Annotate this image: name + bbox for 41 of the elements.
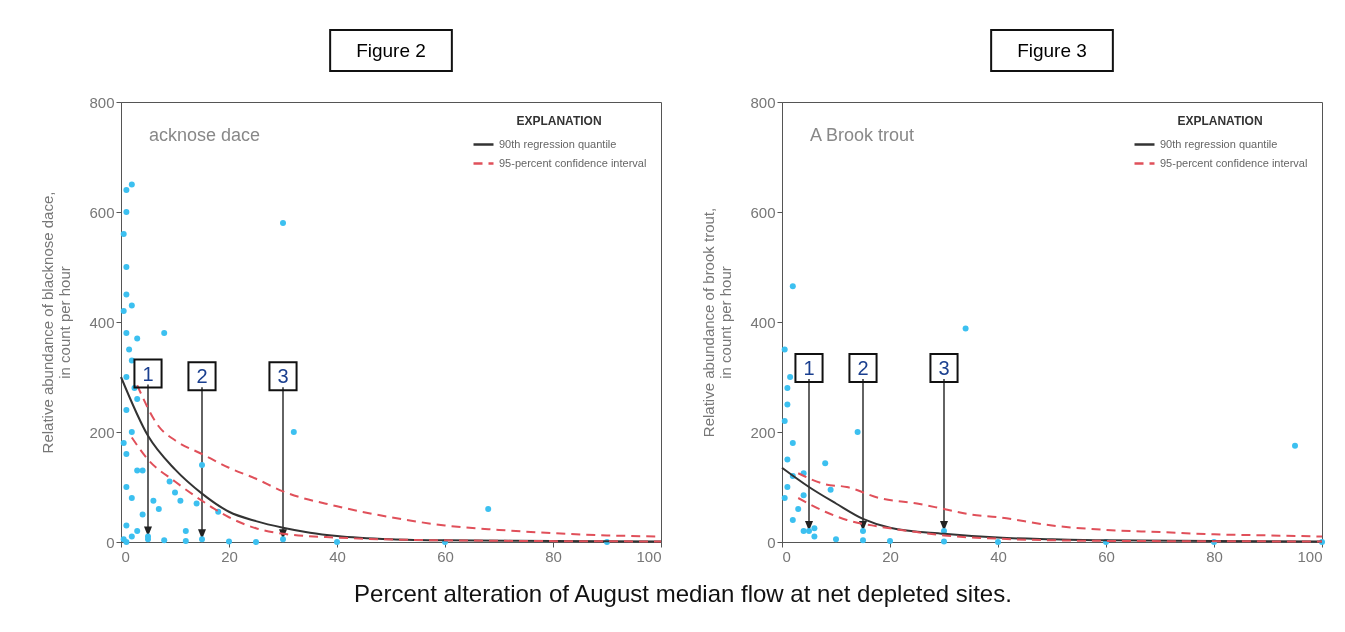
x-tick-label: 0	[121, 547, 130, 565]
y-tick-label: 800	[750, 93, 776, 111]
x-tick-label: 0	[782, 547, 791, 565]
y-tick-label: 200	[750, 423, 776, 441]
y-tick-label: 600	[750, 203, 776, 221]
y-tick-label: 400	[750, 313, 776, 331]
legend-label: 95-percent confidence interval	[499, 156, 647, 169]
x-tick-label: 20	[882, 547, 899, 565]
x-tick-label: 60	[1098, 547, 1115, 565]
x-tick-label: 80	[1206, 547, 1223, 565]
legend-title: EXPLANATION	[516, 114, 602, 128]
x-tick-label: 100	[1297, 547, 1323, 565]
y-tick-label: 600	[89, 203, 115, 221]
annotation: 3	[938, 357, 950, 379]
chart-title: Figure 3	[1017, 40, 1087, 61]
x-tick-label: 80	[545, 547, 562, 565]
y-axis-title: Relative abundance of brook trout, in count per hour	[700, 207, 735, 438]
annotation: A Brook trout	[810, 125, 915, 145]
x-tick-label: 100	[636, 547, 662, 565]
legend-label: 90th regression quantile	[1160, 137, 1278, 150]
y-tick-label: 800	[89, 93, 115, 111]
legend-label: 90th regression quantile	[499, 137, 617, 150]
annotation: 2	[196, 365, 208, 388]
annotation: 1	[803, 357, 815, 379]
annotation: 1	[142, 362, 154, 385]
x-tick-label: 40	[329, 547, 346, 565]
y-tick-label: 400	[89, 313, 115, 331]
x-axis-title: Percent alteration of August median flow at net depleted sites.	[354, 579, 1012, 607]
y-tick-label: 200	[89, 423, 115, 441]
y-axis-title: Relative abundance of blacknose dace, in count per hour	[39, 191, 74, 454]
chart-title: Figure 2	[356, 40, 426, 61]
annotation: acknose dace	[149, 125, 261, 145]
legend-label: 95-percent confidence interval	[1160, 156, 1308, 169]
legend-title: EXPLANATION	[1177, 114, 1263, 128]
annotation: 3	[277, 365, 289, 388]
x-tick-label: 60	[437, 547, 454, 565]
y-tick-label: 0	[767, 533, 776, 551]
x-tick-label: 40	[990, 547, 1007, 565]
y-tick-label: 0	[106, 533, 115, 551]
x-tick-label: 20	[221, 547, 238, 565]
annotation: 2	[857, 357, 869, 379]
